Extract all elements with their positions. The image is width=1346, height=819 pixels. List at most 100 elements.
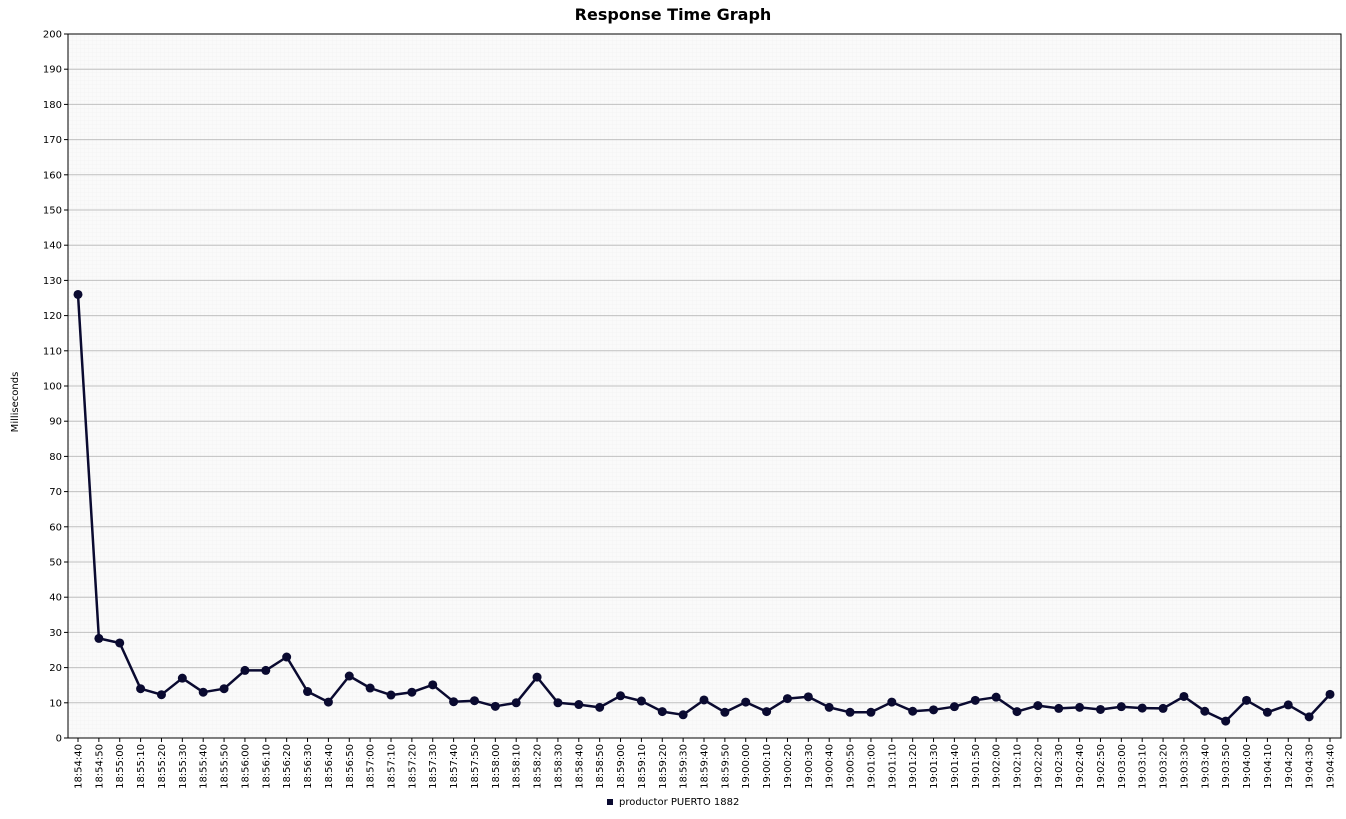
data-point (845, 707, 855, 717)
y-tick-label: 90 (49, 417, 62, 428)
y-tick-label: 30 (49, 628, 62, 639)
data-point (887, 697, 897, 707)
y-tick-label: 10 (49, 698, 62, 709)
x-tick-label: 18:59:30 (679, 744, 690, 789)
data-point (323, 697, 333, 707)
legend: productor PUERTO 1882 (607, 797, 739, 808)
x-tick-label: 18:59:10 (637, 744, 648, 789)
x-tick-label: 18:57:30 (428, 744, 439, 789)
y-axis-ticks: 0 10 20 30 40 50 60 70 80 90 100 110 120 130 140 150 160… (43, 30, 68, 745)
data-point (303, 687, 313, 697)
data-point (741, 697, 751, 707)
x-tick-label: 18:57:10 (387, 744, 398, 789)
data-point (386, 690, 396, 700)
data-point (1242, 695, 1252, 705)
plot-border (67, 33, 1342, 739)
x-tick-label: 18:56:40 (324, 744, 335, 789)
y-tick-label: 130 (43, 276, 62, 287)
data-point (678, 710, 688, 720)
y-tick-label: 20 (49, 663, 62, 674)
y-tick-label: 150 (43, 206, 62, 217)
data-point (177, 673, 187, 683)
legend-swatch (607, 799, 613, 805)
data-point (699, 695, 709, 705)
x-tick-label: 18:57:20 (407, 744, 418, 789)
data-point (365, 683, 375, 693)
data-point (1033, 701, 1043, 711)
y-tick-label: 120 (43, 311, 62, 322)
x-tick-label: 19:00:50 (846, 744, 857, 789)
data-point (1158, 703, 1168, 713)
data-point (636, 696, 646, 706)
data-point (532, 672, 542, 682)
data-point (73, 289, 83, 299)
data-point (970, 695, 980, 705)
data-point (824, 702, 834, 712)
x-tick-label: 18:56:00 (240, 744, 251, 789)
y-tick-label: 40 (49, 593, 62, 604)
data-point (803, 692, 813, 702)
data-point (1012, 707, 1022, 717)
data-point (616, 691, 626, 701)
data-point (1283, 700, 1293, 710)
data-point (136, 684, 146, 694)
data-point (490, 701, 500, 711)
x-tick-label: 18:54:40 (74, 744, 85, 789)
x-tick-label: 19:02:30 (1054, 744, 1065, 789)
x-tick-label: 18:58:50 (595, 744, 606, 789)
x-tick-label: 18:55:50 (220, 744, 231, 789)
x-tick-label: 18:59:20 (658, 744, 669, 789)
data-point (720, 707, 730, 717)
data-point (866, 707, 876, 717)
x-tick-label: 18:59:50 (720, 744, 731, 789)
x-tick-label: 19:02:20 (1033, 744, 1044, 789)
x-tick-label: 19:03:20 (1159, 744, 1170, 789)
x-tick-label: 18:55:30 (178, 744, 189, 789)
series-layer (73, 289, 1335, 726)
x-tick-label: 19:03:10 (1138, 744, 1149, 789)
x-tick-label: 18:58:00 (491, 744, 502, 789)
x-tick-label: 18:59:40 (700, 744, 711, 789)
x-tick-label: 18:57:50 (470, 744, 481, 789)
x-tick-label: 18:56:50 (345, 744, 356, 789)
y-tick-label: 160 (43, 170, 62, 181)
data-point (449, 697, 459, 707)
data-point (908, 706, 918, 716)
x-tick-label: 19:01:50 (971, 744, 982, 789)
x-tick-label: 18:57:00 (366, 744, 377, 789)
x-tick-label: 19:02:40 (1075, 744, 1086, 789)
data-point (428, 680, 438, 690)
x-tick-label: 19:03:30 (1179, 744, 1190, 789)
data-point (762, 707, 772, 717)
data-point (1325, 689, 1335, 699)
x-tick-label: 19:04:30 (1305, 744, 1316, 789)
data-point (1262, 707, 1272, 717)
x-tick-label: 19:00:20 (783, 744, 794, 789)
data-point (657, 707, 667, 717)
y-tick-label: 80 (49, 452, 62, 463)
data-point (344, 671, 354, 681)
legend-label: productor PUERTO 1882 (619, 797, 739, 808)
x-tick-label: 19:01:40 (950, 744, 961, 789)
x-tick-label: 19:04:20 (1284, 744, 1295, 789)
x-tick-label: 19:04:00 (1242, 744, 1253, 789)
data-point (407, 687, 417, 697)
data-point (240, 665, 250, 675)
x-tick-label: 19:00:30 (804, 744, 815, 789)
y-tick-label: 100 (43, 382, 62, 393)
data-point (219, 684, 229, 694)
x-axis-ticks: 18:54:40 18:54:50 18:55:00 18:55:10 18:55:20… (74, 738, 1337, 789)
gridlines (68, 68, 1341, 704)
data-point (929, 705, 939, 715)
data-point (1137, 703, 1147, 713)
y-tick-label: 50 (49, 558, 62, 569)
x-tick-label: 18:56:20 (282, 744, 293, 789)
data-point (469, 696, 479, 706)
x-tick-label: 18:57:40 (449, 744, 460, 789)
data-point (574, 700, 584, 710)
x-tick-label: 18:55:10 (136, 744, 147, 789)
x-tick-label: 19:00:10 (762, 744, 773, 789)
x-tick-label: 18:55:40 (199, 744, 210, 789)
x-tick-label: 18:58:40 (574, 744, 585, 789)
